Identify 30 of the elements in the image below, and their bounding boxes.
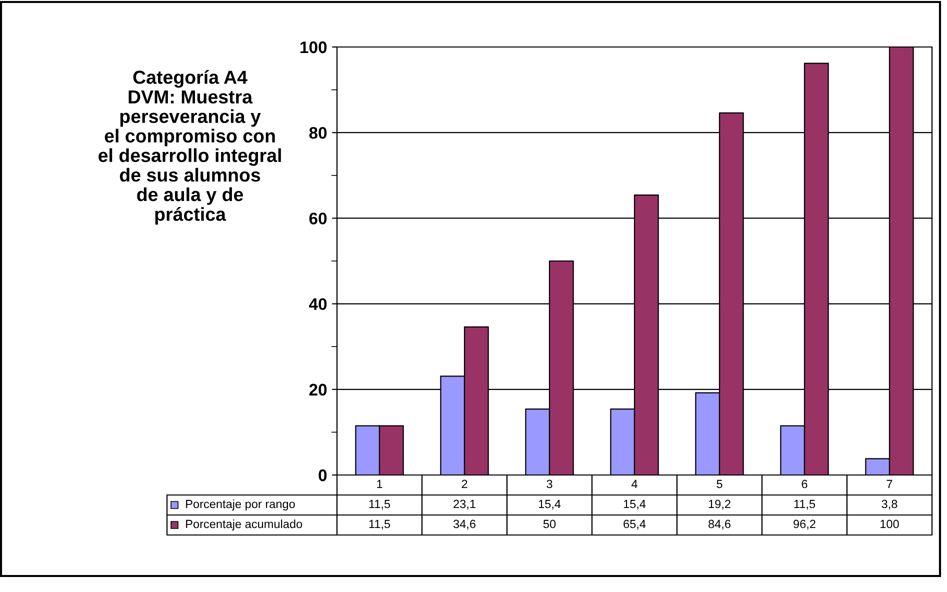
x-tick-label: 7 bbox=[886, 480, 892, 488]
y-tick-label: 80 bbox=[309, 127, 327, 139]
y-tick-label: 20 bbox=[309, 384, 327, 396]
data-label: 23,1 bbox=[454, 500, 476, 510]
y-tick-label: 0 bbox=[318, 469, 327, 482]
y-tick-label: 100 bbox=[300, 41, 327, 54]
data-label: 34,6 bbox=[453, 520, 476, 530]
data-label: 11,5 bbox=[794, 500, 816, 510]
data-label: 15,4 bbox=[624, 500, 646, 510]
legend-label: Porcentaje acumulado bbox=[186, 519, 302, 531]
data-label: 50 bbox=[543, 520, 556, 528]
data-label: 3,8 bbox=[882, 500, 898, 510]
legend-label: Porcentaje por rango bbox=[186, 499, 295, 511]
text: Categoría A4 DVM: Muestra perseverancia y el compromiso con el desarrollo integral de sus alumnos de aula y de práctica bbox=[98, 70, 281, 225]
data-label: 84,6 bbox=[708, 520, 730, 530]
y-tick-label: 60 bbox=[309, 212, 327, 224]
data-label: 11,5 bbox=[369, 500, 390, 510]
data-label: 65,4 bbox=[624, 520, 646, 530]
x-tick-label: 6 bbox=[802, 480, 808, 488]
x-tick-label: 5 bbox=[716, 480, 722, 488]
data-label: 96,2 bbox=[794, 520, 816, 530]
x-tick-label: 3 bbox=[546, 480, 552, 488]
x-tick-label: 4 bbox=[631, 480, 638, 488]
x-tick-label: 2 bbox=[462, 480, 468, 488]
data-label: 19,2 bbox=[708, 500, 730, 510]
data-label: 15,4 bbox=[538, 500, 561, 510]
data-label: 100 bbox=[880, 520, 899, 528]
data-label: 11,5 bbox=[369, 520, 390, 530]
x-tick-label: 1 bbox=[377, 480, 382, 488]
y-tick-label: 40 bbox=[308, 298, 327, 310]
